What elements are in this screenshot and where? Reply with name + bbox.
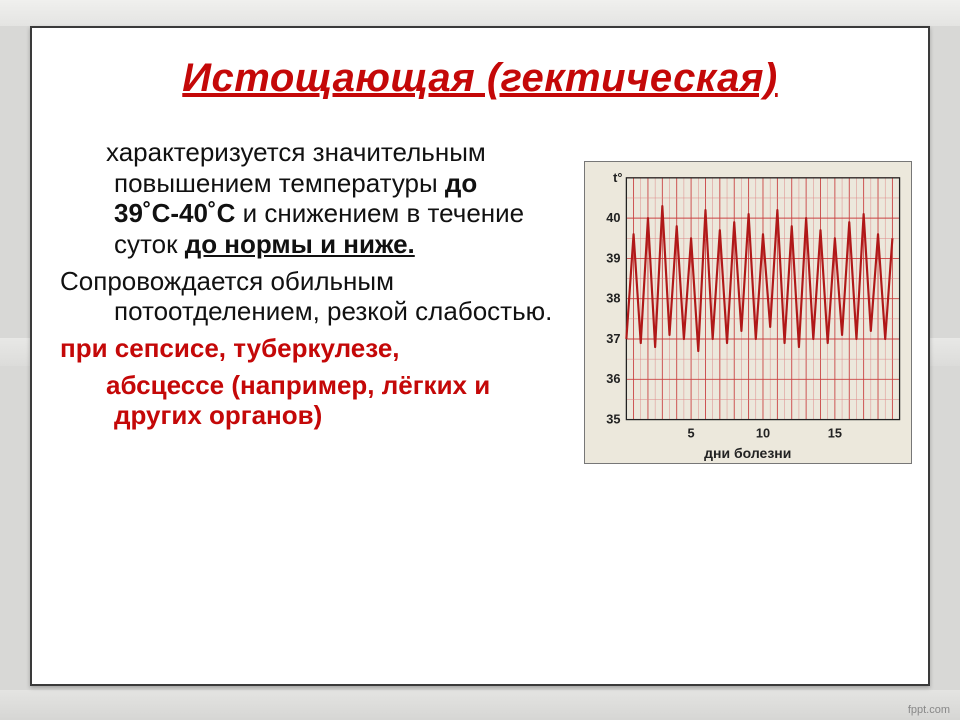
svg-text:15: 15 xyxy=(827,425,841,440)
paragraph-causes-2: абсцессе (например, лёгких и других орга… xyxy=(60,370,578,431)
svg-text:t°: t° xyxy=(613,170,622,185)
slide-title: Истощающая (гектическая) xyxy=(32,56,928,101)
fever-chart: 35 36 37 38 39 40 t° 5 10 15 дни болезни xyxy=(584,161,912,464)
svg-text:37: 37 xyxy=(606,331,620,346)
slide-content: характеризуется значительным повышением … xyxy=(32,137,928,464)
svg-text:36: 36 xyxy=(606,371,620,386)
paragraph-symptoms: Сопровождается обильным потоотделением, … xyxy=(60,266,578,327)
paragraph-definition: характеризуется значительным повышением … xyxy=(60,137,578,260)
text-def-uline: до нормы и ниже. xyxy=(185,229,415,259)
slide-frame: Истощающая (гектическая) характеризуется… xyxy=(30,26,930,686)
bg-band-top xyxy=(0,0,960,26)
chart-svg: 35 36 37 38 39 40 t° 5 10 15 xyxy=(591,168,905,443)
paragraph-causes-1: при сепсисе, туберкулезе, xyxy=(60,333,578,364)
chart-x-caption: дни болезни xyxy=(591,445,905,461)
footer-credit: fppt.com xyxy=(908,704,950,716)
svg-text:39: 39 xyxy=(606,250,620,265)
svg-text:35: 35 xyxy=(606,412,620,427)
svg-text:5: 5 xyxy=(687,425,694,440)
text-def-pre: характеризуется значительным повышением … xyxy=(106,137,486,198)
svg-text:10: 10 xyxy=(755,425,769,440)
text-column: характеризуется значительным повышением … xyxy=(60,137,578,437)
svg-text:38: 38 xyxy=(606,291,620,306)
bg-band-bottom xyxy=(0,690,960,720)
svg-text:40: 40 xyxy=(606,210,620,225)
